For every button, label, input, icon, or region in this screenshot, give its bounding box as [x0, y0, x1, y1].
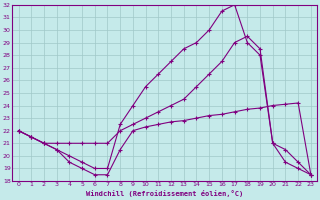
- X-axis label: Windchill (Refroidissement éolien,°C): Windchill (Refroidissement éolien,°C): [86, 190, 243, 197]
